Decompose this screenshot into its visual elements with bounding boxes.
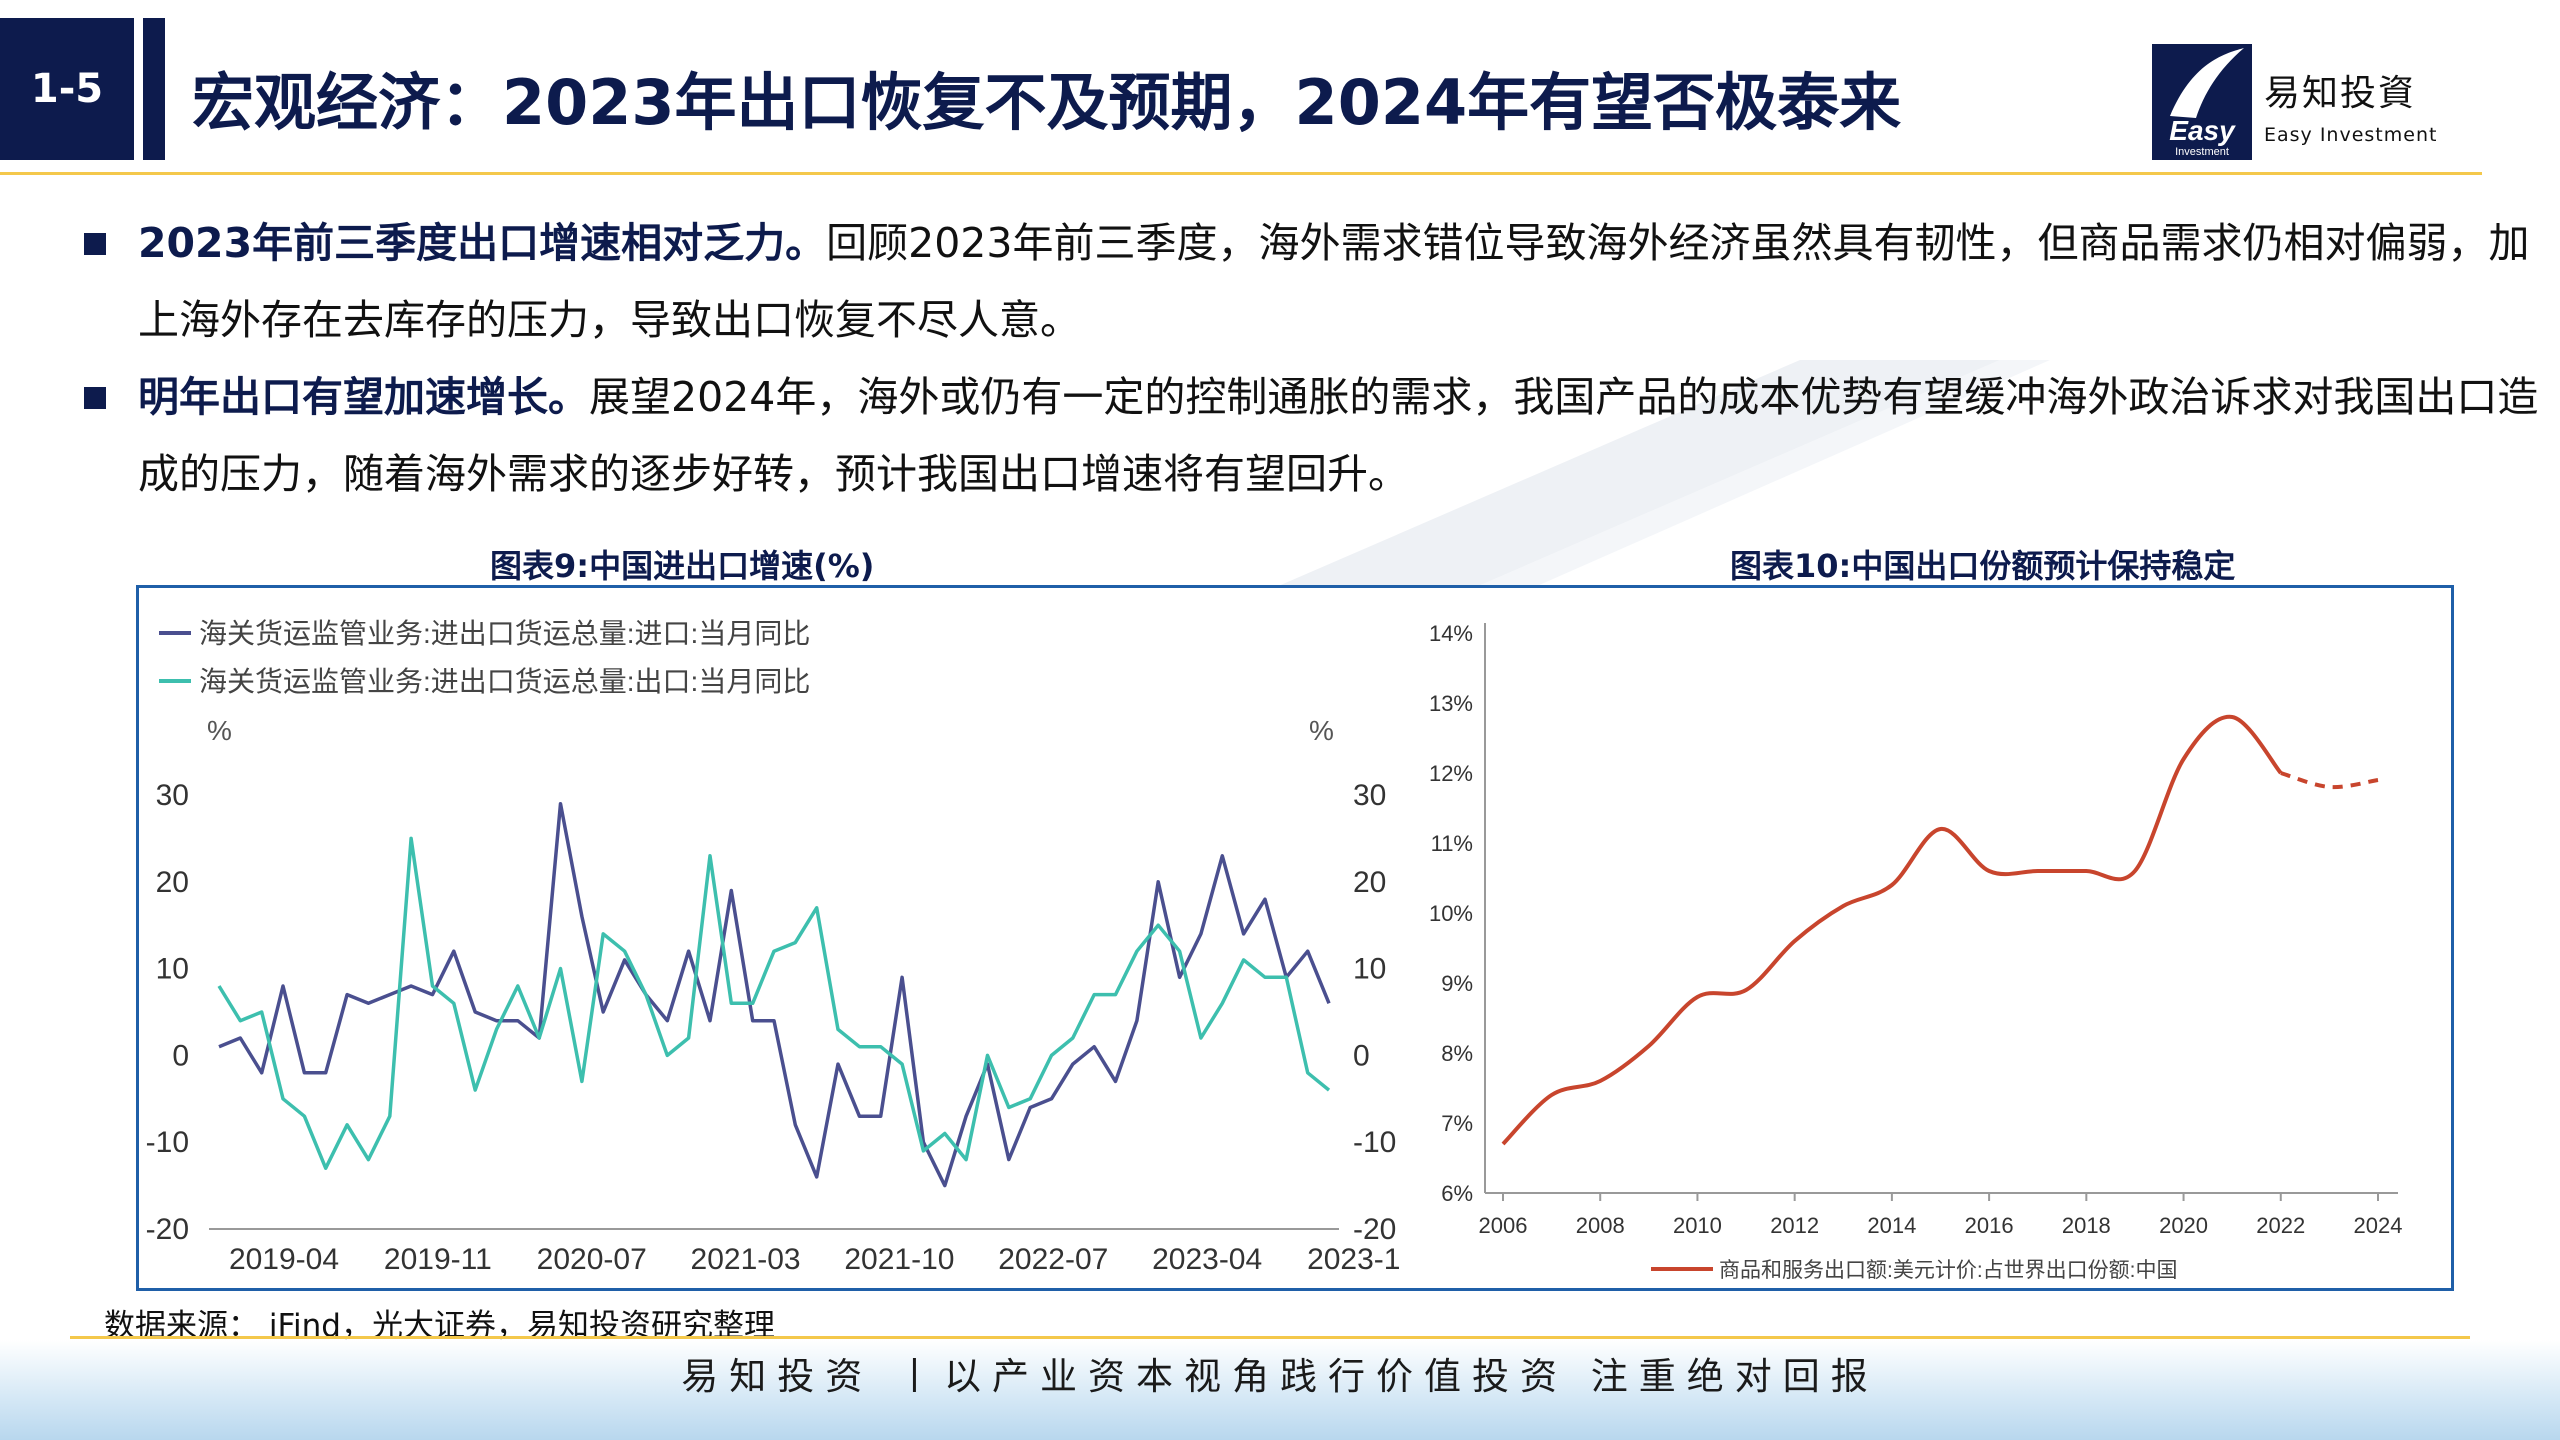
legend-label: 海关货运监管业务:进出口货运总量:进口:当月同比 [199, 618, 810, 649]
y-tick-right: -10 [1353, 1126, 1396, 1159]
y-tick-label: 13% [1429, 691, 1473, 716]
y-tick-label: 10% [1429, 901, 1473, 926]
y-tick-label: 8% [1441, 1041, 1473, 1066]
y-tick-right: 30 [1353, 779, 1386, 812]
header-divider [0, 172, 2482, 175]
x-tick-label: 2010 [1673, 1213, 1722, 1238]
x-tick-label: 2020 [2159, 1213, 2208, 1238]
y-tick-left: -10 [146, 1126, 189, 1159]
y-tick-label: 14% [1429, 621, 1473, 646]
x-tick-label: 2018 [2062, 1213, 2111, 1238]
y-tick-label: 9% [1441, 971, 1473, 996]
x-tick-label: 2021-10 [844, 1243, 954, 1276]
y-tick-left: 20 [156, 866, 189, 899]
x-tick-label: 2023-11 [1307, 1243, 1399, 1276]
y-tick-left: 30 [156, 779, 189, 812]
y-tick-left: 10 [156, 953, 189, 986]
legend-label: 海关货运监管业务:进出口货运总量:出口:当月同比 [199, 666, 810, 697]
chart-10-title: 图表10:中国出口份额预计保持稳定 [1730, 547, 2236, 585]
logo-mark-icon: Easy Investment [2152, 44, 2252, 160]
y-tick-left: 0 [172, 1039, 189, 1072]
series-line [217, 836, 1331, 1170]
x-tick-label: 2019-04 [229, 1243, 339, 1276]
bullet-text: 展望2024年，海外或仍有一定的控制通胀的需求，我国产品的成本优势有望缓冲海外政… [138, 373, 2539, 498]
chart-9-import-export-growth: 海关货运监管业务:进出口货运总量:进口:当月同比海关货运监管业务:进出口货运总量… [146, 618, 1399, 1276]
x-tick-label: 2022-07 [998, 1243, 1108, 1276]
y-tick-label: 6% [1441, 1181, 1473, 1206]
footer-band [0, 1340, 2560, 1440]
x-tick-label: 2012 [1770, 1213, 1819, 1238]
forecast-line [2280, 771, 2379, 790]
logo-english-name: Easy Investment [2264, 124, 2438, 146]
series-line [218, 801, 1331, 1188]
company-logo: Easy Investment 易知投資 Easy Investment [2152, 44, 2462, 162]
section-number-badge: 1-5 [0, 18, 134, 160]
y-tick-label: 7% [1441, 1111, 1473, 1136]
y-unit-left: % [207, 715, 232, 746]
bullet-text: 回顾2023年前三季度，海外需求错位导致海外经济虽然具有韧性，但商品需求仍相对偏… [138, 219, 2530, 344]
chart-10-export-share: 6% 7% 8% 9% 10% 11% 12% 13% 14% 2006 2008 2010 2012 2… [1429, 621, 2403, 1282]
logo-chinese-name: 易知投資 [2264, 73, 2417, 114]
bullet-lead: 2023年前三季度出口增速相对乏力。 [138, 219, 827, 267]
y-tick-label: 12% [1429, 761, 1473, 786]
y-tick-right: 10 [1353, 953, 1386, 986]
x-tick-label: 2006 [1479, 1213, 1528, 1238]
page-title: 宏观经济：2023年出口恢复不及预期，2024年有望否极泰来 [192, 66, 1902, 139]
x-tick-label: 2019-11 [384, 1243, 492, 1276]
y-unit-right: % [1309, 715, 1334, 746]
y-tick-right: 20 [1353, 866, 1386, 899]
chart-9-title: 图表9:中国进出口增速(%) [490, 547, 875, 585]
x-tick-label: 2016 [1965, 1213, 2014, 1238]
y-tick-right: -20 [1353, 1213, 1396, 1246]
series-line [1501, 714, 2283, 1146]
bullet-square-icon [84, 387, 106, 409]
y-tick-left: -20 [146, 1213, 189, 1246]
bullet-item: 明年出口有望加速增长。展望2024年，海外或仍有一定的控制通胀的需求，我国产品的… [80, 359, 2540, 513]
x-tick-label: 2022 [2256, 1213, 2305, 1238]
footer-divider [70, 1336, 2470, 1339]
x-tick-label: 2014 [1867, 1213, 1916, 1238]
bullet-lead: 明年出口有望加速增长。 [138, 373, 589, 421]
section-number: 1-5 [30, 66, 104, 112]
bullet-item: 2023年前三季度出口增速相对乏力。回顾2023年前三季度，海外需求错位导致海外… [80, 205, 2540, 359]
x-tick-label: 2020-07 [537, 1243, 647, 1276]
logo-mark-subtext: Investment [2175, 146, 2229, 158]
x-tick-label: 2008 [1576, 1213, 1625, 1238]
logo-mark-text: Easy [2169, 115, 2236, 146]
badge-accent-bar [143, 18, 165, 160]
bullet-list: 2023年前三季度出口增速相对乏力。回顾2023年前三季度，海外需求错位导致海外… [80, 205, 2540, 513]
x-tick-label: 2024 [2354, 1213, 2403, 1238]
bullet-square-icon [84, 233, 106, 255]
x-tick-label: 2021-03 [691, 1243, 801, 1276]
charts-frame: 海关货运监管业务:进出口货运总量:进口:当月同比 海关货运监管业务:进出口货运总量… [136, 585, 2454, 1291]
legend-label: 商品和服务出口额:美元计价:占世界出口份额:中国 [1719, 1259, 2178, 1282]
footer-slogan: 易知投资 丨以产业资本视角践行价值投资 注重绝对回报 [681, 1355, 1879, 1398]
x-tick-label: 2023-04 [1152, 1243, 1262, 1276]
y-tick-right: 0 [1353, 1039, 1370, 1072]
y-tick-label: 11% [1431, 831, 1473, 856]
background-decoration [1200, 360, 2050, 620]
